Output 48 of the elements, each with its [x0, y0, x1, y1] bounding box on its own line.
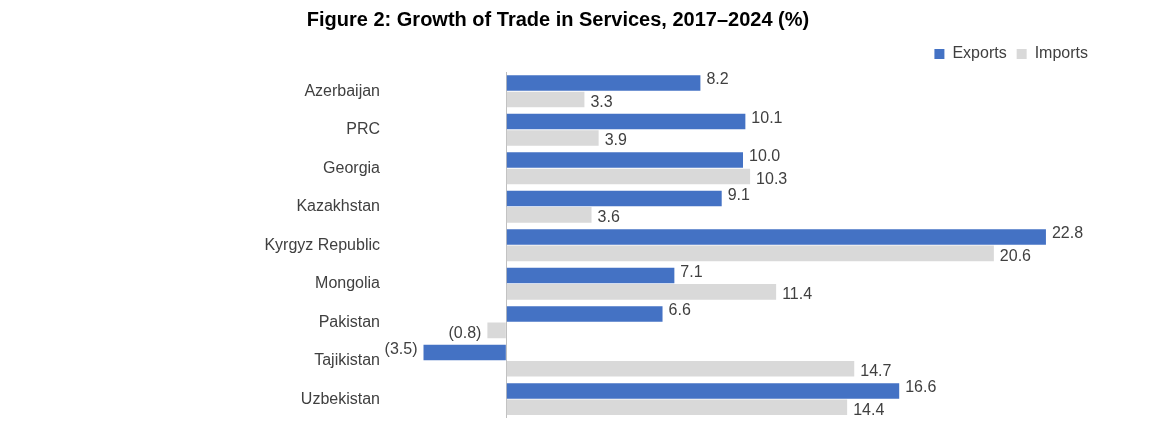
data-label: 3.9: [604, 131, 627, 149]
y-tick-label: Uzbekistan: [300, 389, 380, 407]
bar: [506, 75, 701, 91]
bar: [506, 284, 777, 300]
y-tick-label: PRC: [346, 120, 380, 138]
bar: [506, 207, 592, 223]
chart-title: Figure 2: Growth of Trade in Services, 2017–2024 (%): [306, 7, 810, 30]
data-label: (3.5): [384, 339, 418, 357]
data-label: 8.2: [706, 70, 729, 88]
data-label: 10.3: [756, 169, 788, 187]
data-label: 10.1: [751, 108, 783, 126]
data-label: 7.1: [680, 262, 703, 280]
y-tick-label: Kazakhstan: [296, 197, 380, 215]
bar: [506, 229, 1046, 245]
bar: [506, 152, 743, 168]
data-label: 16.6: [905, 378, 937, 396]
y-tick-label: Azerbaijan: [304, 81, 380, 99]
data-label: (0.8): [448, 323, 482, 341]
y-tick-label: Kyrgyz Republic: [264, 235, 380, 253]
data-label: 11.4: [782, 285, 813, 303]
bar: [506, 190, 722, 207]
bar: [506, 113, 746, 130]
legend-label: Imports: [1034, 44, 1088, 62]
y-tick-label: Mongolia: [315, 274, 381, 292]
bar: [506, 130, 599, 146]
data-label: 14.7: [860, 362, 892, 380]
y-tick-label: Georgia: [323, 158, 381, 176]
bar: [506, 306, 663, 322]
bar: [506, 383, 900, 399]
bar: [506, 361, 855, 377]
data-label: 14.4: [853, 400, 885, 418]
data-label: 10.0: [749, 147, 781, 165]
bar: [506, 399, 848, 416]
data-label: 22.8: [1051, 224, 1084, 242]
bar: [506, 267, 675, 284]
bar: [423, 344, 506, 361]
data-label: 3.6: [597, 208, 620, 226]
bar: [506, 91, 585, 108]
bar: [487, 322, 506, 339]
legend-label: Exports: [952, 44, 1007, 62]
y-tick-label: Tajikistan: [314, 351, 380, 369]
data-label: 9.1: [727, 185, 751, 203]
y-tick-label: Pakistan: [318, 312, 380, 330]
bar: [506, 168, 751, 185]
data-label: 3.3: [590, 92, 613, 110]
bar: [506, 245, 994, 262]
data-label: 20.6: [999, 246, 1032, 264]
data-label: 6.6: [668, 301, 691, 319]
